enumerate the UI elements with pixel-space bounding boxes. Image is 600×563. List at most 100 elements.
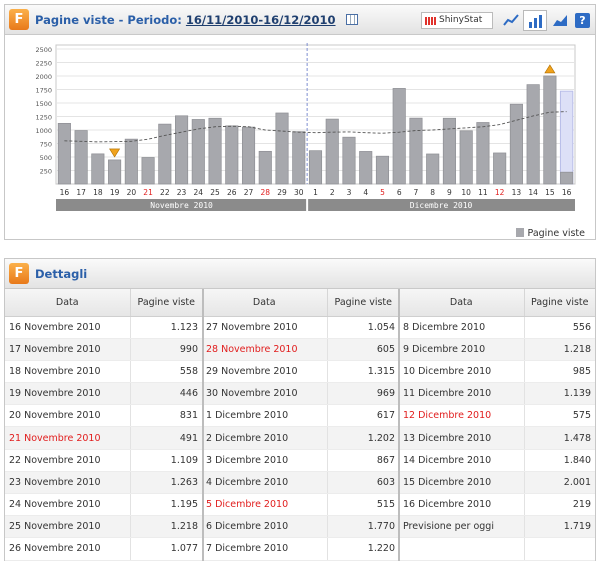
bar: [108, 159, 122, 185]
x-tick-label: 6: [397, 188, 402, 197]
row-date: [399, 537, 524, 561]
bar: [175, 115, 189, 185]
row-views: 1.202: [326, 426, 399, 450]
table-divider: [398, 289, 400, 561]
row-views: 1.478: [523, 426, 595, 450]
logo-f-icon: F: [9, 9, 29, 30]
row-views: 446: [129, 382, 202, 406]
area-chart-icon: [553, 15, 567, 26]
table-row: 5 Dicembre 2010 515: [202, 493, 399, 517]
row-date: 28 Novembre 2010: [202, 338, 327, 361]
table-row: 16 Novembre 2010 1.123: [5, 316, 202, 339]
column-header-date[interactable]: Data: [202, 289, 327, 317]
x-tick-label: 8: [430, 188, 435, 197]
table-row: 12 Dicembre 2010 575: [399, 404, 595, 428]
row-views: 1.123: [129, 316, 202, 339]
bar: [258, 150, 272, 185]
row-date: 16 Novembre 2010: [5, 316, 130, 339]
row-views: 556: [523, 316, 595, 339]
x-tick-label: 22: [160, 188, 170, 197]
forecast-bar: [559, 90, 574, 185]
y-tick-label: 1250: [35, 114, 52, 122]
x-tick-label: 14: [528, 188, 538, 197]
table-row: 19 Novembre 2010 446: [5, 382, 202, 406]
help-icon[interactable]: ?: [575, 13, 590, 28]
bar: [375, 155, 390, 185]
chart-panel-header: F Pagine viste - Periodo: 16/11/2010-16/…: [5, 5, 595, 35]
bar: [325, 118, 339, 185]
column-header-views[interactable]: Pagine viste: [523, 289, 595, 317]
details-header: F Dettagli: [5, 259, 595, 289]
x-tick-label: 16: [562, 188, 572, 197]
row-views: 1.195: [129, 493, 202, 517]
logo-f-icon: F: [9, 263, 29, 284]
row-date: 26 Novembre 2010: [5, 537, 130, 561]
bar: [292, 131, 306, 185]
bar: [124, 138, 138, 185]
table-row: 3 Dicembre 2010 867: [202, 449, 399, 472]
y-tick-label: 500: [40, 154, 52, 162]
table-row: 10 Dicembre 2010 985: [399, 360, 595, 384]
column-header-views[interactable]: Pagine viste: [129, 289, 202, 317]
y-tick-label: 250: [40, 168, 52, 176]
y-tick-label: 750: [40, 141, 52, 149]
bar: [275, 112, 289, 185]
table-row: 25 Novembre 2010 1.218: [5, 515, 202, 539]
y-tick-label: 2250: [35, 60, 52, 68]
row-views: 1.218: [129, 515, 202, 539]
row-views: 515: [326, 493, 399, 517]
row-views: 1.054: [326, 316, 399, 339]
table-row: 17 Novembre 2010 990: [5, 338, 202, 361]
shinystat-logo[interactable]: ShinyStat: [421, 12, 493, 29]
legend-label: Pagine viste: [527, 228, 585, 239]
bar: [308, 150, 323, 185]
details-table: Data Pagine viste 16 Novembre 2010 1.123 17 …: [5, 289, 202, 561]
calendar-icon[interactable]: [345, 14, 358, 25]
table-row: 1 Dicembre 2010 617: [202, 404, 399, 428]
table-divider: [202, 289, 204, 561]
details-panel: F Dettagli Data Pagine viste 16 Novembre 2…: [4, 258, 596, 561]
area-chart-button[interactable]: [548, 10, 572, 31]
row-views: 617: [326, 404, 399, 428]
line-chart-button[interactable]: [499, 10, 523, 31]
bar: [191, 119, 205, 185]
x-tick-label: 18: [93, 188, 103, 197]
x-tick-label: 1: [313, 188, 318, 197]
bar-chart-icon: [529, 15, 542, 28]
column-header-date[interactable]: Data: [5, 289, 130, 317]
row-views: 1.139: [523, 382, 595, 406]
table-row: 21 Novembre 2010 491: [5, 426, 202, 450]
x-tick-label: 15: [545, 188, 555, 197]
x-tick-label: 13: [512, 188, 522, 197]
row-date: Previsione per oggi: [399, 515, 524, 539]
bar: [459, 130, 473, 185]
column-header-date[interactable]: Data: [399, 289, 524, 317]
table-row: 24 Novembre 2010 1.195: [5, 493, 202, 517]
period-link[interactable]: 16/11/2010-16/12/2010: [185, 13, 336, 27]
table-row: 27 Novembre 2010 1.054: [202, 316, 399, 339]
row-date: 20 Novembre 2010: [5, 404, 130, 428]
table-row: 9 Dicembre 2010 1.218: [399, 338, 595, 361]
table-row: 6 Dicembre 2010 1.770: [202, 515, 399, 539]
y-tick-label: 1500: [35, 100, 52, 108]
row-views: 831: [129, 404, 202, 428]
row-views: 1.077: [129, 537, 202, 561]
bar-chart-button[interactable]: [523, 10, 547, 31]
line-chart-icon: [503, 14, 519, 26]
details-title: Dettagli: [35, 267, 88, 281]
row-date: 1 Dicembre 2010: [202, 404, 327, 428]
row-date: 25 Novembre 2010: [5, 515, 130, 539]
bar: [509, 103, 523, 185]
table-row: 20 Novembre 2010 831: [5, 404, 202, 428]
column-header-views[interactable]: Pagine viste: [326, 289, 399, 317]
table-row: 30 Novembre 2010 969: [202, 382, 399, 406]
y-tick-label: 2500: [35, 46, 52, 54]
details-table: Data Pagine viste 8 Dicembre 2010 556 9 Dice…: [399, 289, 595, 561]
row-views: 1.263: [129, 471, 202, 495]
shinystat-label: ShinyStat: [439, 15, 483, 25]
row-views: 603: [326, 471, 399, 495]
row-views: 491: [129, 426, 202, 450]
row-views: 1.109: [129, 449, 202, 472]
chart-panel: F Pagine viste - Periodo: 16/11/2010-16/…: [4, 4, 596, 240]
